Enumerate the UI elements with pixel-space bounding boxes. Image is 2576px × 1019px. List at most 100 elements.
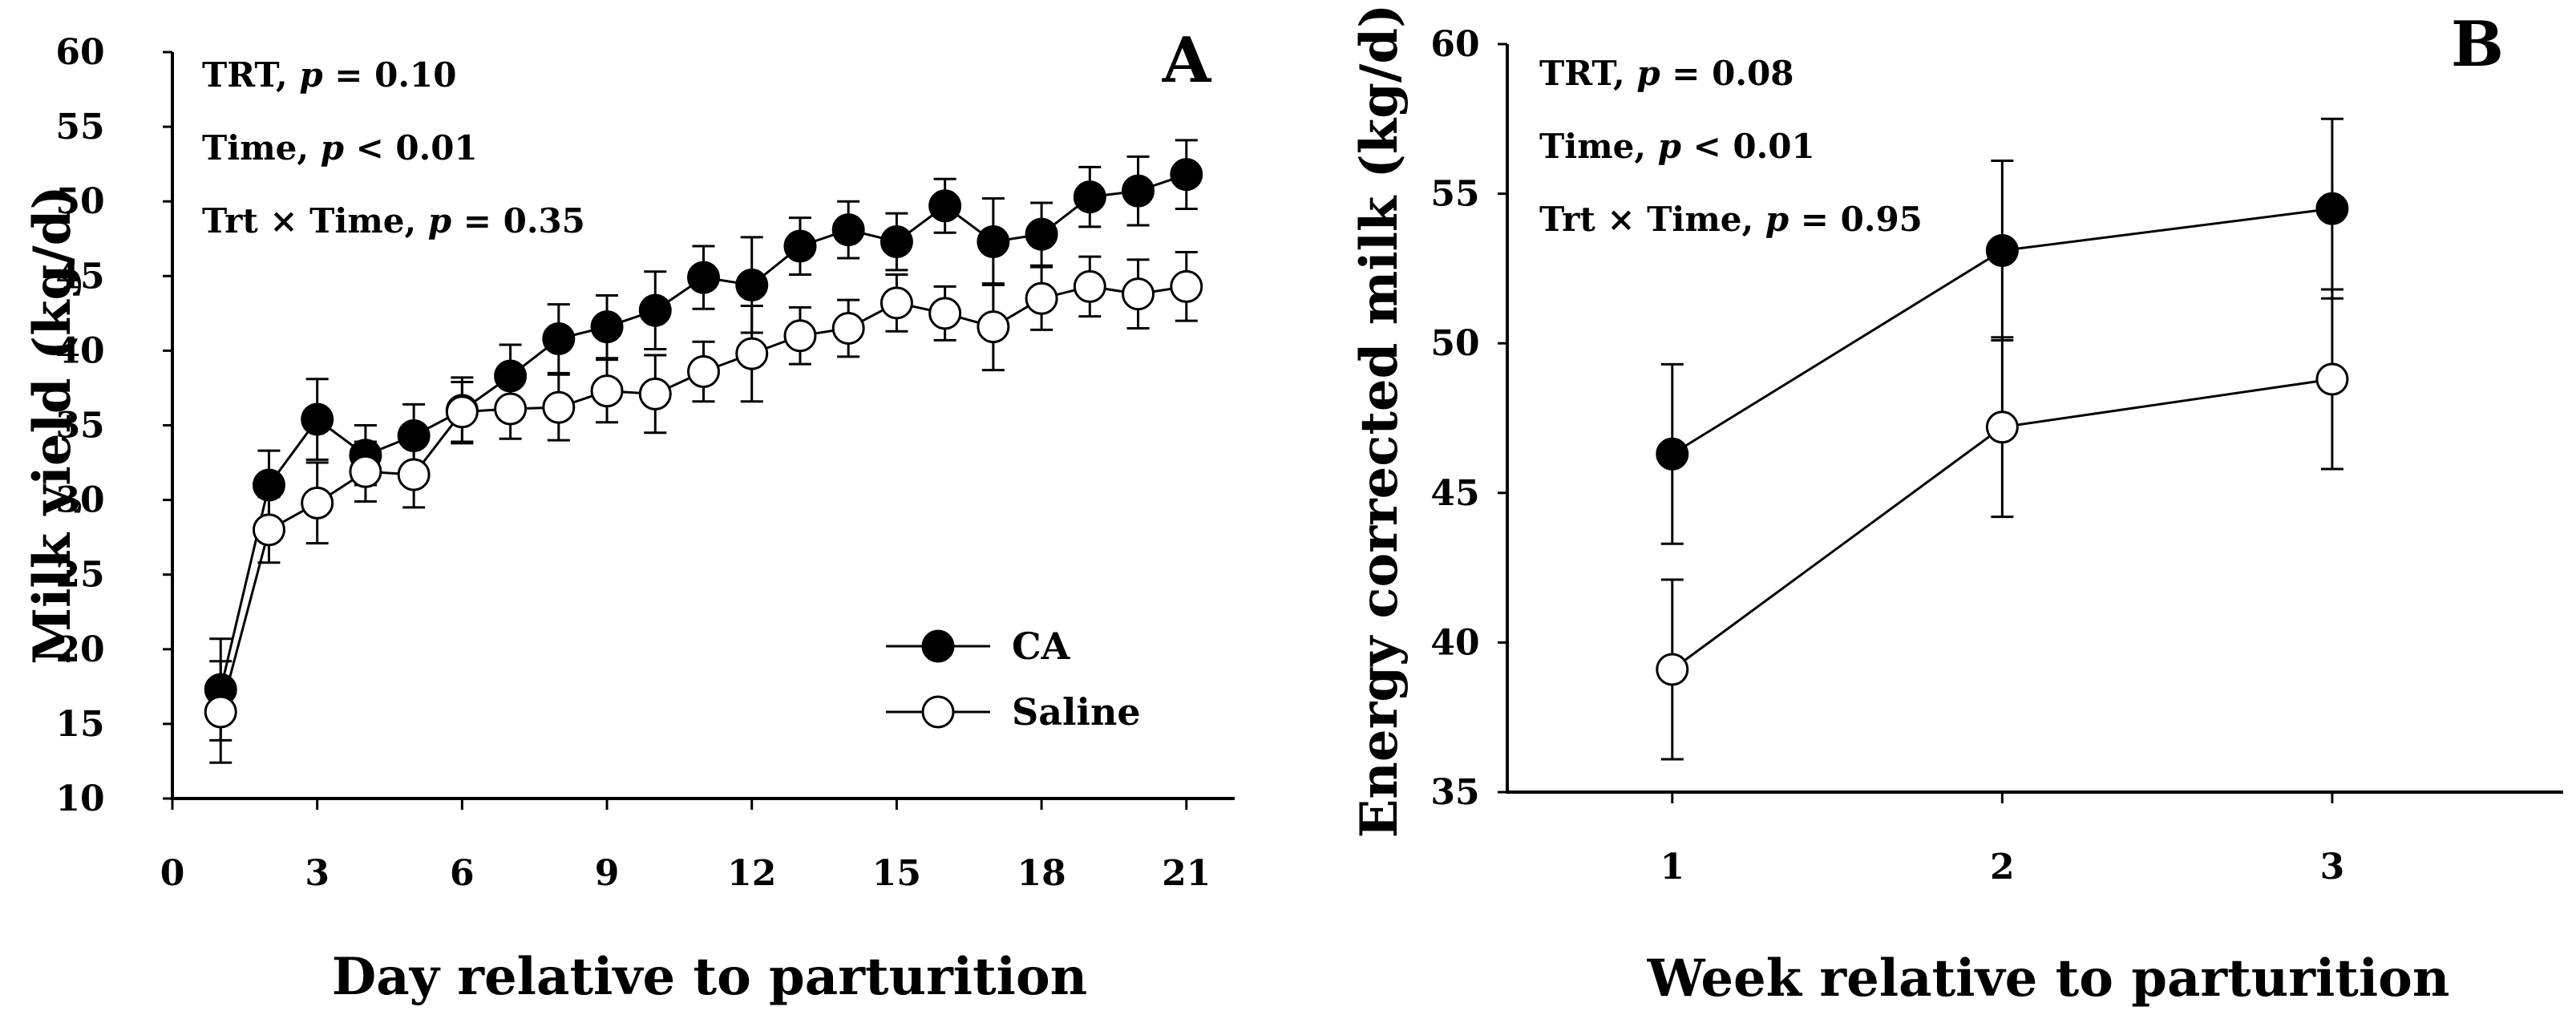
panel-a-chart: 10 15 20 25 30 35 40 45 50 55 60 0 3 6 9 12 15 18 21 Milk… [22, 24, 1235, 1007]
y-tick-label: 40 [1430, 622, 1479, 663]
error-bars [209, 251, 1198, 764]
data-point [252, 513, 285, 547]
data-point [687, 354, 720, 388]
panel-a-axes [171, 52, 1235, 800]
legend-saline-marker [921, 695, 955, 729]
data-point [1122, 174, 1155, 208]
y-tick-label: 35 [55, 406, 104, 447]
data-point [590, 310, 624, 344]
x-tick-label: 3 [305, 853, 330, 894]
data-point [1073, 269, 1106, 303]
x-tick-label: 9 [595, 853, 620, 894]
data-point [1122, 277, 1155, 311]
data-point [880, 286, 913, 320]
data-point [880, 224, 913, 258]
x-tick-label: 0 [160, 853, 185, 894]
data-point [542, 390, 576, 424]
data-point [1170, 158, 1203, 192]
data-point [783, 229, 817, 263]
y-tick-label: 45 [1430, 473, 1479, 514]
x-tick-label: 6 [450, 853, 475, 894]
data-point [831, 213, 865, 247]
y-tick-label: 50 [1430, 323, 1479, 364]
data-point [687, 261, 720, 294]
data-point [1025, 281, 1058, 315]
data-point [735, 337, 769, 370]
y-tick-label: 40 [55, 330, 104, 371]
y-tick-label: 55 [55, 107, 104, 148]
stats-line: Trt × Time, p = 0.35 [202, 201, 585, 241]
series-saline [204, 251, 1203, 764]
panel-b-series [1656, 117, 2349, 761]
data-point [638, 293, 672, 327]
panel-b-axes [1506, 44, 2563, 794]
y-tick-label: 15 [55, 704, 104, 745]
error-bars [1660, 288, 2343, 761]
x-tick-label: 21 [1162, 853, 1211, 894]
panel-b-y-ticks: 35 40 45 50 55 60 [1430, 24, 1507, 813]
panel-a-series [204, 139, 1203, 764]
data-point [928, 189, 962, 223]
x-tick-label: 18 [1017, 853, 1066, 894]
x-tick-label: 2 [1990, 847, 2015, 888]
data-point [977, 310, 1010, 344]
y-tick-label: 30 [55, 480, 104, 521]
panel-b-x-axis-title: Week relative to parturition [1647, 948, 2450, 1009]
stats-line: Time, p < 0.01 [1539, 127, 1815, 166]
data-point [831, 311, 865, 345]
legend-ca-label: CA [1012, 625, 1071, 668]
x-tick-label: 1 [1660, 847, 1684, 888]
panel-a-stats: TRT, p = 0.10 Time, p < 0.01 Trt × Time, p… [202, 55, 585, 241]
data-point [928, 297, 962, 330]
data-point [397, 458, 431, 491]
series-saline [1656, 288, 2349, 761]
data-point [1025, 217, 1058, 251]
y-tick-label: 60 [1430, 24, 1479, 65]
stats-line: TRT, p = 0.08 [1539, 54, 1793, 93]
panel-b-x-ticks: 1 2 3 [1660, 792, 2344, 888]
y-tick-label: 60 [55, 32, 104, 73]
data-point [1656, 437, 1689, 471]
data-point [301, 402, 334, 436]
data-point [2315, 362, 2349, 396]
panel-a-legend: CA Saline [886, 625, 1141, 734]
data-point [252, 468, 285, 502]
legend-saline-label: Saline [1012, 690, 1141, 734]
stats-line: TRT, p = 0.10 [202, 55, 456, 95]
data-point [590, 374, 624, 408]
y-tick-label: 55 [1430, 174, 1479, 215]
y-tick-label: 25 [55, 555, 104, 596]
data-point [1985, 410, 2019, 444]
series-ca [1656, 117, 2349, 545]
data-point [735, 268, 769, 301]
data-point [1170, 269, 1203, 303]
panel-b-stats: TRT, p = 0.08 Time, p < 0.01 Trt × Time, p… [1539, 54, 1923, 239]
data-point [1985, 234, 2019, 268]
panel-b-y-axis-title: Energy corrected milk (kg/d) [1349, 4, 1409, 839]
data-point [783, 319, 817, 353]
data-point [542, 322, 576, 356]
data-point [204, 695, 237, 729]
data-point [1656, 653, 1689, 686]
x-tick-label: 3 [2320, 847, 2345, 888]
data-point [2315, 192, 2349, 225]
data-point [301, 486, 334, 520]
y-tick-label: 45 [55, 256, 104, 297]
panel-a-x-ticks: 0 3 6 9 12 15 18 21 [160, 799, 1211, 894]
data-point [638, 377, 672, 410]
y-tick-label: 50 [55, 181, 104, 222]
data-point [1073, 180, 1106, 214]
y-tick-label: 35 [1430, 772, 1479, 813]
data-point [445, 395, 479, 429]
panel-a-letter: A [1162, 24, 1212, 97]
panel-a-y-ticks: 10 15 20 25 30 35 40 45 50 55 60 [55, 32, 172, 819]
data-point [494, 392, 528, 426]
panel-b-chart: 35 40 45 50 55 60 1 2 3 Energy corrected milk (… [1349, 4, 2563, 1009]
stats-line: Time, p < 0.01 [202, 128, 478, 168]
x-tick-label: 12 [727, 853, 776, 894]
panel-b-letter: B [2451, 8, 2504, 81]
y-tick-label: 10 [55, 778, 104, 819]
stats-line: Trt × Time, p = 0.95 [1539, 200, 1923, 239]
y-tick-label: 20 [55, 629, 104, 670]
